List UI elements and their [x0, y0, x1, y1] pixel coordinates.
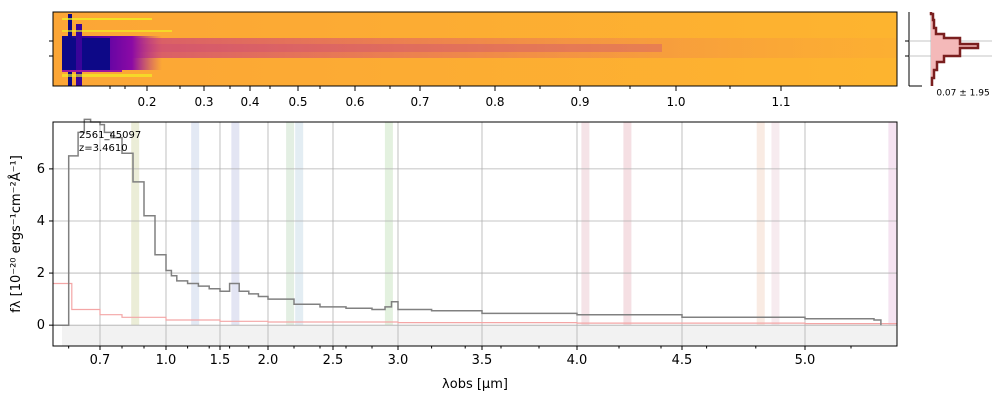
y-tick-label: 4 [37, 214, 45, 229]
heatmap-panel: 0.2 0.3 0.4 0.5 0.6 0.7 0.8 0.9 1.0 1.1 [49, 11, 898, 109]
x-tick-label: 2.0 [258, 353, 279, 368]
histogram-annotation: 0.07 ± 1.95 [936, 89, 989, 99]
heatmap-x-tick-label: 0.4 [240, 95, 259, 109]
y-tick-label: 0 [37, 318, 45, 333]
histogram-fill [931, 12, 978, 86]
heatmap-x-tick-label: 0.8 [485, 95, 504, 109]
zero-level-shade [62, 325, 897, 346]
y-axis-label: fλ [10⁻²⁰ ergs⁻¹cm⁻²Å⁻¹] [8, 155, 24, 313]
flux-spectrum-line [53, 118, 882, 326]
heatmap-x-tick-label: 1.0 [666, 95, 685, 109]
x-tick-label: 0.7 [90, 353, 111, 368]
redshift-label: z=3.4610 [79, 143, 128, 154]
emission-line-band [623, 122, 632, 346]
x-tick-label: 4.5 [672, 353, 693, 368]
heatmap-x-axis: 0.2 0.3 0.4 0.5 0.6 0.7 0.8 0.9 1.0 1.1 [109, 86, 841, 109]
emission-line-band [888, 122, 897, 346]
histogram-outline [929, 12, 980, 86]
object-id-label: 2561_45097 [79, 130, 141, 141]
y-tick-label: 2 [37, 266, 45, 281]
heatmap-x-tick-label: 0.9 [570, 95, 589, 109]
heatmap-trace-core [62, 44, 662, 52]
x-tick-label: 5.0 [795, 353, 816, 368]
x-tick-label: 1.0 [156, 353, 177, 368]
x-axis-label: λobs [μm] [442, 377, 508, 392]
x-tick-label: 3.0 [388, 353, 409, 368]
emission-line-band [286, 122, 295, 346]
emission-line-band [191, 122, 200, 346]
heatmap-trace-band [62, 38, 897, 58]
emission-line-band [756, 122, 765, 346]
heatmap-x-tick-label: 1.1 [771, 95, 790, 109]
x-tick-label: 4.0 [567, 353, 588, 368]
heatmap-x-tick-label: 0.7 [410, 95, 429, 109]
heatmap-x-tick-label: 0.2 [137, 95, 156, 109]
spectrum-x-axis: 0.7 1.0 1.5 2.0 2.5 3.0 3.5 4.0 4.5 5.0 [68, 346, 852, 368]
heatmap-y-ticks [49, 40, 53, 57]
emission-line-band [771, 122, 780, 346]
histogram-panel: 0.07 ± 1.95 [905, 12, 992, 99]
error-spectrum-line [53, 282, 897, 325]
emission-line-band [231, 122, 240, 346]
spectrum-panel: 0.7 1.0 1.5 2.0 2.5 3.0 3.5 4.0 4.5 5.0 0 2 4 6 2561… [8, 118, 898, 392]
heatmap-x-tick-label: 0.3 [194, 95, 213, 109]
x-tick-label: 2.5 [323, 353, 344, 368]
x-tick-label: 3.5 [472, 353, 493, 368]
spectrum-y-axis: 0 2 4 6 [37, 162, 53, 333]
emission-line-band [131, 122, 140, 346]
heatmap-x-tick-label: 0.6 [345, 95, 364, 109]
heatmap-x-tick-label: 0.5 [288, 95, 307, 109]
emission-line-band [295, 122, 304, 346]
emission-line-band [384, 122, 393, 346]
spectrum-background [53, 122, 897, 346]
x-tick-label: 1.5 [210, 353, 231, 368]
emission-line-bands [131, 122, 897, 346]
y-tick-label: 6 [37, 162, 45, 177]
spectrum-frame [52, 121, 898, 347]
heatmap-frame [52, 11, 898, 87]
emission-line-band [581, 122, 590, 346]
heatmap-blue-blob [62, 14, 172, 86]
